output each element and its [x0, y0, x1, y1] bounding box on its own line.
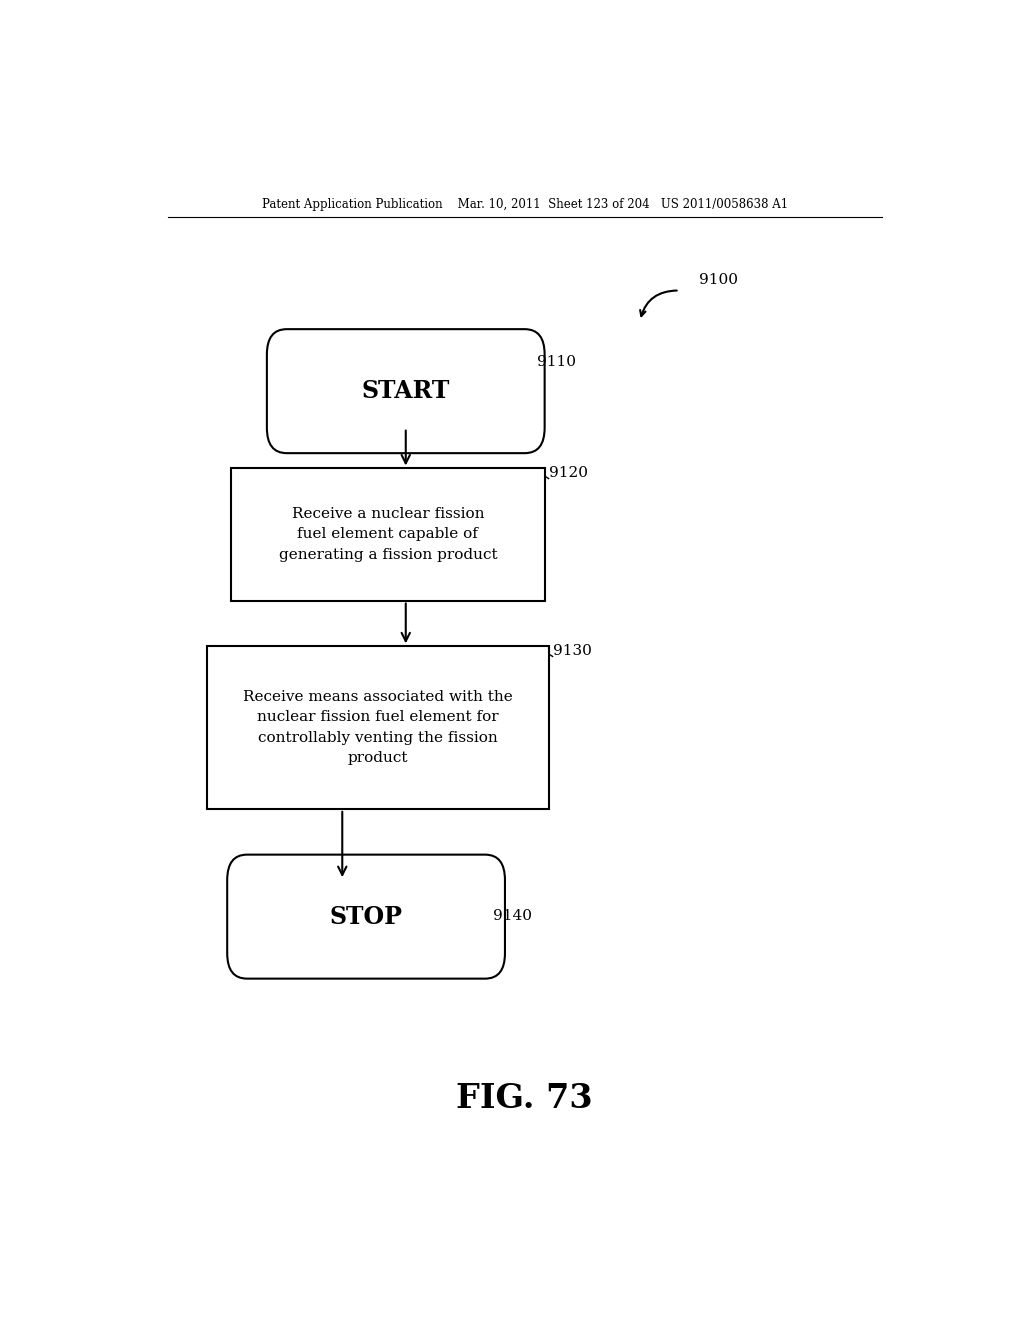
- Text: 9140: 9140: [494, 908, 532, 923]
- Text: STOP: STOP: [330, 904, 402, 929]
- FancyBboxPatch shape: [267, 329, 545, 453]
- Text: 9130: 9130: [553, 644, 592, 659]
- Text: FIG. 73: FIG. 73: [457, 1082, 593, 1115]
- Text: START: START: [361, 379, 450, 403]
- Text: Patent Application Publication    Mar. 10, 2011  Sheet 123 of 204   US 2011/0058: Patent Application Publication Mar. 10, …: [262, 198, 787, 211]
- FancyBboxPatch shape: [231, 469, 545, 601]
- Text: Receive means associated with the
nuclear fission fuel element for
controllably : Receive means associated with the nuclea…: [243, 689, 513, 766]
- Text: 9110: 9110: [537, 355, 575, 368]
- Text: Receive a nuclear fission
fuel element capable of
generating a fission product: Receive a nuclear fission fuel element c…: [279, 507, 498, 562]
- Text: 9100: 9100: [699, 273, 738, 288]
- FancyBboxPatch shape: [207, 647, 549, 809]
- FancyBboxPatch shape: [227, 854, 505, 978]
- Text: 9120: 9120: [549, 466, 588, 480]
